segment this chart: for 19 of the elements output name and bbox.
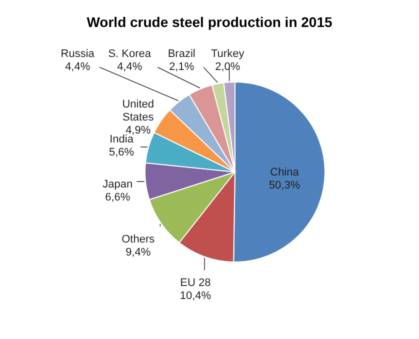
data-label: 9,4% xyxy=(126,246,151,258)
slice-label: Russia xyxy=(60,48,96,60)
slice-label: Turkey xyxy=(210,48,245,60)
chart-title: World crude steel production in 2015 xyxy=(86,14,332,30)
data-label: 4,4% xyxy=(117,61,142,74)
slice-label: S. Korea xyxy=(108,48,152,60)
slice-label: Others xyxy=(122,233,156,246)
data-label: 50,3% xyxy=(268,179,300,192)
data-label: 2,0% xyxy=(215,61,240,74)
data-label: 6,6% xyxy=(105,191,130,204)
slice-label: Brazil xyxy=(168,48,196,60)
slice-label: China xyxy=(270,166,300,178)
slice-label: Japan xyxy=(102,178,133,190)
slice-label: EU 28 xyxy=(180,277,211,290)
slice-label: United States xyxy=(122,98,154,124)
data-label: 5,6% xyxy=(108,146,134,159)
data-label: 2,1% xyxy=(169,61,194,74)
data-label: 10,4% xyxy=(180,290,212,302)
data-label: 4,4% xyxy=(65,61,90,74)
